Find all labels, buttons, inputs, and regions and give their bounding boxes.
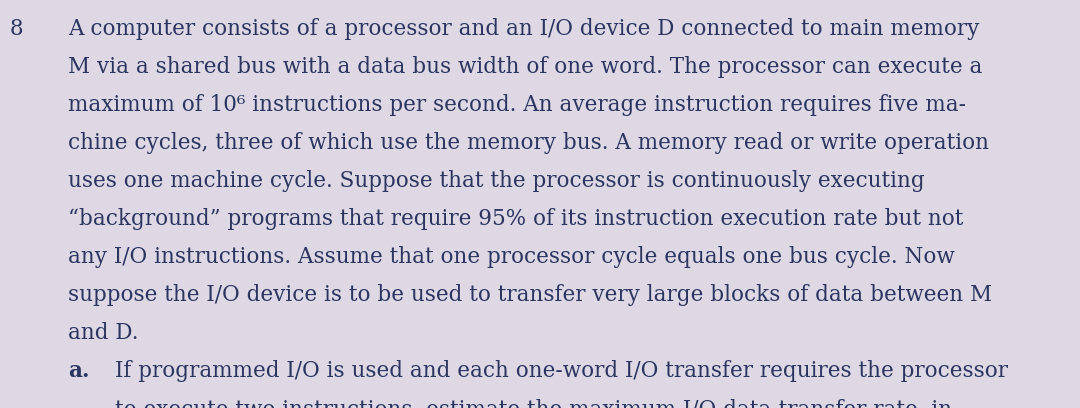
- Text: chine cycles, three of which use the memory bus. A memory read or write operatio: chine cycles, three of which use the mem…: [68, 132, 989, 154]
- Text: M via a shared bus with a data bus width of one word. The processor can execute : M via a shared bus with a data bus width…: [68, 56, 983, 78]
- Text: and D.: and D.: [68, 322, 138, 344]
- Text: maximum of 10⁶ instructions per second. An average instruction requires five ma-: maximum of 10⁶ instructions per second. …: [68, 94, 966, 116]
- Text: to execute two instructions, estimate the maximum I/O data-transfer rate, in: to execute two instructions, estimate th…: [114, 398, 953, 408]
- Text: suppose the I/O device is to be used to transfer very large blocks of data betwe: suppose the I/O device is to be used to …: [68, 284, 993, 306]
- Text: 8: 8: [10, 18, 24, 40]
- Text: a.: a.: [68, 360, 90, 382]
- Text: uses one machine cycle. Suppose that the processor is continuously executing: uses one machine cycle. Suppose that the…: [68, 170, 924, 192]
- Text: If programmed I/O is used and each one-word I/O transfer requires the processor: If programmed I/O is used and each one-w…: [114, 360, 1008, 382]
- Text: A computer consists of a processor and an I/O device D connected to main memory: A computer consists of a processor and a…: [68, 18, 980, 40]
- Text: any I/O instructions. Assume that one processor cycle equals one bus cycle. Now: any I/O instructions. Assume that one pr…: [68, 246, 955, 268]
- Text: “background” programs that require 95% of its instruction execution rate but not: “background” programs that require 95% o…: [68, 208, 963, 230]
